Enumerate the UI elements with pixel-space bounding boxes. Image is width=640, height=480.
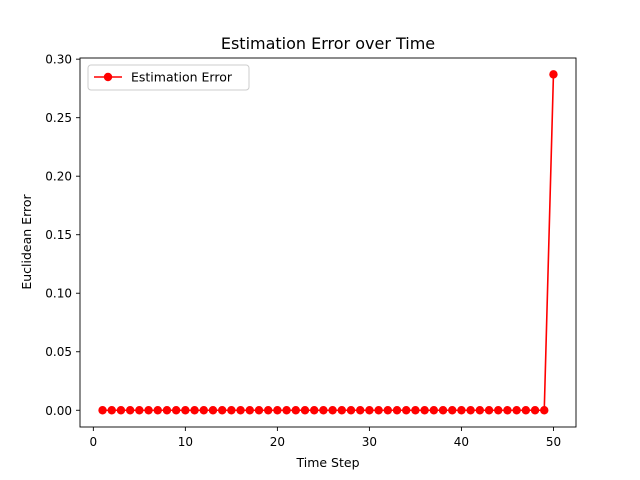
data-point xyxy=(144,406,153,415)
legend: Estimation Error xyxy=(87,64,250,91)
data-point xyxy=(337,406,346,415)
data-point xyxy=(273,406,282,415)
data-point xyxy=(457,406,466,415)
data-point xyxy=(530,406,540,415)
data-point xyxy=(116,406,126,415)
y-tick-label: 0.20 xyxy=(45,170,72,184)
data-point xyxy=(153,406,162,415)
data-point xyxy=(494,406,503,415)
y-axis-label: Euclidean Error xyxy=(19,193,34,289)
data-point xyxy=(448,406,457,415)
y-tick-label: 0.10 xyxy=(45,287,72,301)
data-point xyxy=(484,406,494,415)
data-point xyxy=(356,406,365,415)
data-point xyxy=(475,406,485,415)
data-point xyxy=(466,406,475,415)
data-point xyxy=(282,406,291,415)
data-point xyxy=(171,406,181,415)
x-tick-label: 10 xyxy=(178,435,193,449)
data-point xyxy=(383,406,393,415)
data-point xyxy=(402,406,411,415)
data-point xyxy=(540,406,549,415)
data-point xyxy=(217,406,227,415)
data-point xyxy=(374,406,383,415)
data-point xyxy=(319,406,328,415)
data-point xyxy=(512,406,521,415)
y-tick-label: 0.30 xyxy=(45,53,72,67)
legend-label: Estimation Error xyxy=(131,70,233,85)
y-tick-label: 0.15 xyxy=(45,228,72,242)
x-tick-label: 40 xyxy=(454,435,469,449)
data-point xyxy=(162,406,172,415)
data-point xyxy=(365,406,374,415)
data-point xyxy=(300,406,310,415)
y-tick-label: 0.25 xyxy=(45,111,72,125)
data-point xyxy=(328,406,337,415)
data-point xyxy=(181,406,190,415)
data-point xyxy=(503,406,512,415)
data-point xyxy=(199,406,208,415)
data-point xyxy=(521,406,531,415)
data-point xyxy=(549,70,558,79)
data-point xyxy=(125,406,135,415)
chart-title: Estimation Error over Time xyxy=(221,34,435,53)
legend-marker xyxy=(103,72,113,82)
x-tick-label: 20 xyxy=(270,435,285,449)
data-point xyxy=(190,406,199,415)
data-point xyxy=(392,406,402,415)
data-point xyxy=(107,406,116,415)
plot-area xyxy=(79,57,577,428)
data-point xyxy=(310,406,319,415)
data-point xyxy=(420,406,429,415)
x-tick-label: 0 xyxy=(90,435,98,449)
axes-frame xyxy=(79,57,577,428)
data-point xyxy=(227,406,236,415)
data-point xyxy=(429,406,439,415)
x-axis-label: Time Step xyxy=(295,455,359,470)
y-tick-label: 0.05 xyxy=(45,345,72,359)
x-tick-label: 30 xyxy=(362,435,377,449)
data-point xyxy=(245,406,254,415)
legend-box xyxy=(87,64,250,91)
data-point xyxy=(254,406,264,415)
data-point xyxy=(208,406,218,415)
data-point xyxy=(263,406,273,415)
data-point xyxy=(98,406,107,415)
data-point xyxy=(291,406,300,415)
axis-ticks: 0 10 20 30 40 50 0.00 0.05 0.10 0.15 0.20 0.25 0.30 xyxy=(45,53,561,449)
data-point xyxy=(236,406,245,415)
x-tick-label: 50 xyxy=(546,435,561,449)
data-point xyxy=(346,406,356,415)
y-tick-label: 0.00 xyxy=(45,404,72,418)
data-point xyxy=(438,406,448,415)
data-point xyxy=(411,406,420,415)
data-point xyxy=(135,406,144,415)
